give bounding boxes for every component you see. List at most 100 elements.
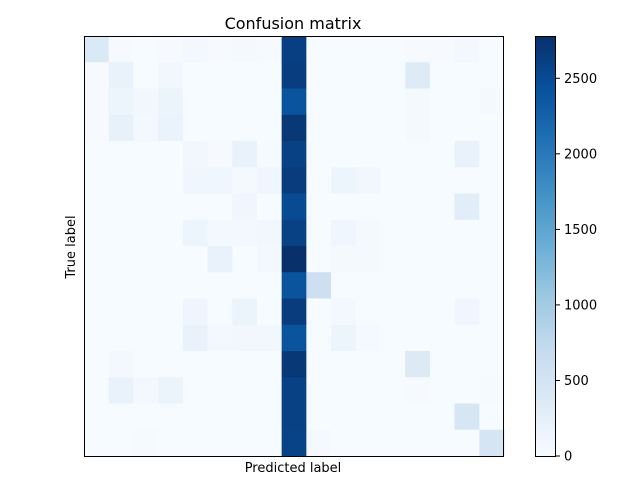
heatmap-cell bbox=[84, 324, 110, 352]
heatmap-cell bbox=[182, 114, 208, 142]
heatmap-cells bbox=[84, 36, 505, 457]
heatmap-cell bbox=[158, 141, 184, 168]
heatmap-cell bbox=[306, 193, 332, 221]
heatmap-cell bbox=[380, 193, 406, 221]
heatmap-cell bbox=[108, 193, 134, 221]
heatmap-cell bbox=[380, 62, 406, 89]
heatmap-cell bbox=[306, 141, 332, 168]
heatmap-cell bbox=[158, 324, 184, 352]
heatmap-cell bbox=[331, 219, 357, 247]
heatmap-cell bbox=[281, 377, 307, 404]
heatmap-cell bbox=[158, 193, 184, 221]
chart-title: Confusion matrix bbox=[225, 14, 362, 33]
heatmap-cell bbox=[454, 219, 480, 247]
heatmap-cell bbox=[207, 351, 233, 378]
heatmap-cell bbox=[405, 324, 431, 352]
heatmap-cell bbox=[182, 167, 208, 194]
heatmap-cell bbox=[108, 403, 134, 431]
heatmap-cell bbox=[429, 114, 455, 142]
heatmap-cell bbox=[256, 351, 283, 378]
heatmap-cell bbox=[182, 62, 208, 89]
heatmap-cell bbox=[256, 62, 283, 89]
heatmap-cell bbox=[429, 62, 455, 89]
heatmap-cell bbox=[108, 62, 134, 89]
heatmap-cell bbox=[182, 377, 208, 404]
heatmap-cell bbox=[281, 36, 307, 63]
heatmap-cell bbox=[281, 219, 307, 247]
heatmap-cell bbox=[306, 88, 332, 116]
heatmap-cell bbox=[84, 62, 110, 89]
colorbar-tick-label: 0 bbox=[564, 450, 572, 465]
heatmap-cell bbox=[306, 246, 332, 273]
heatmap-cell bbox=[207, 298, 233, 326]
heatmap-cell bbox=[479, 429, 505, 457]
heatmap-cell bbox=[256, 167, 283, 194]
heatmap-cell bbox=[479, 36, 505, 63]
heatmap-cell bbox=[331, 167, 357, 194]
heatmap-cell bbox=[479, 298, 505, 326]
heatmap-cell bbox=[207, 88, 233, 116]
heatmap-cell bbox=[405, 272, 431, 299]
heatmap-cell bbox=[331, 403, 357, 431]
heatmap-cell bbox=[182, 36, 208, 63]
heatmap-cell bbox=[331, 141, 357, 168]
heatmap-cell bbox=[479, 272, 505, 299]
heatmap-cell bbox=[232, 141, 258, 168]
heatmap-cell bbox=[256, 377, 283, 404]
heatmap-cell bbox=[207, 167, 233, 194]
heatmap-cell bbox=[454, 88, 480, 116]
heatmap-cell bbox=[232, 114, 258, 142]
heatmap-cell bbox=[454, 429, 480, 457]
heatmap-cell bbox=[207, 377, 233, 404]
x-axis-label: Predicted label bbox=[245, 461, 342, 476]
heatmap-cell bbox=[256, 246, 283, 273]
heatmap-cell bbox=[355, 219, 381, 247]
heatmap-cell bbox=[158, 377, 184, 404]
heatmap-cell bbox=[355, 403, 381, 431]
heatmap-cell bbox=[158, 114, 184, 142]
heatmap-cell bbox=[355, 88, 381, 116]
heatmap-cell bbox=[405, 246, 431, 273]
heatmap-cell bbox=[331, 377, 357, 404]
heatmap-cell bbox=[405, 114, 431, 142]
colorbar-tick-label: 500 bbox=[564, 374, 589, 389]
heatmap-cell bbox=[405, 36, 431, 63]
heatmap-cell bbox=[256, 193, 283, 221]
heatmap-cell bbox=[454, 377, 480, 404]
heatmap-cell bbox=[108, 429, 134, 457]
heatmap-cell bbox=[331, 62, 357, 89]
heatmap-cell bbox=[355, 272, 381, 299]
heatmap-cell bbox=[429, 298, 455, 326]
heatmap-cell bbox=[454, 141, 480, 168]
heatmap-cell bbox=[84, 246, 110, 273]
colorbar-ticks: 0 500 1000 1500 2000 2500 bbox=[556, 72, 597, 465]
colorbar-tick-label: 1000 bbox=[564, 298, 597, 313]
heatmap-cell bbox=[355, 114, 381, 142]
heatmap-cell bbox=[182, 141, 208, 168]
heatmap-cell bbox=[306, 377, 332, 404]
heatmap-cell bbox=[380, 219, 406, 247]
heatmap-cell bbox=[158, 36, 184, 63]
heatmap-cell bbox=[454, 272, 480, 299]
heatmap-cell bbox=[380, 298, 406, 326]
heatmap-cell bbox=[479, 351, 505, 378]
heatmap-cell bbox=[405, 298, 431, 326]
heatmap-cell bbox=[133, 114, 159, 142]
heatmap-cell bbox=[331, 193, 357, 221]
heatmap-cell bbox=[281, 324, 307, 352]
heatmap-cell bbox=[232, 351, 258, 378]
heatmap-cell bbox=[182, 272, 208, 299]
heatmap-cell bbox=[108, 88, 134, 116]
heatmap-cell bbox=[133, 246, 159, 273]
heatmap-cell bbox=[331, 324, 357, 352]
heatmap-cell bbox=[84, 298, 110, 326]
heatmap-cell bbox=[479, 141, 505, 168]
heatmap-cell bbox=[380, 377, 406, 404]
heatmap-cell bbox=[232, 36, 258, 63]
heatmap-cell bbox=[429, 377, 455, 404]
heatmap-cell bbox=[84, 403, 110, 431]
heatmap-cell bbox=[281, 62, 307, 89]
heatmap-cell bbox=[256, 403, 283, 431]
heatmap-cell bbox=[281, 298, 307, 326]
heatmap-cell bbox=[479, 403, 505, 431]
